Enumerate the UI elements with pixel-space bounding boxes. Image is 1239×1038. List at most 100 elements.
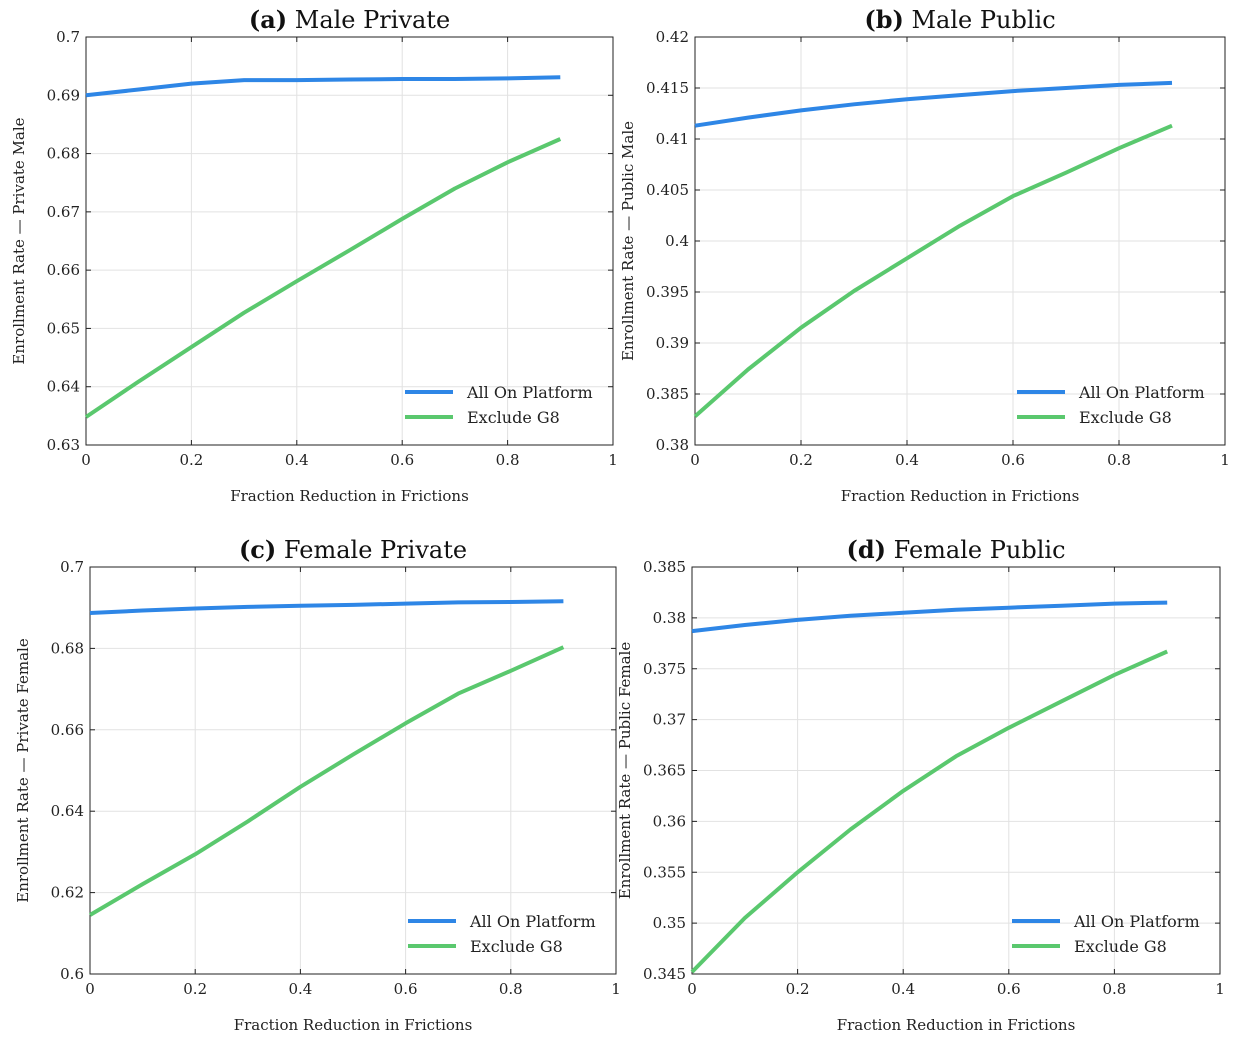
y-tick-label: 0.375 bbox=[643, 660, 686, 678]
y-axis-label: Enrollment Rate — Private Male bbox=[10, 117, 28, 364]
x-tick-label: 0.6 bbox=[390, 451, 414, 469]
chart-panel-2: 0 0.2 0.4 0.6 0.8 1 0.6 0.62 0.64 0.66 0.68 0.7 (c) … bbox=[14, 535, 621, 1034]
x-tick-label: 0.4 bbox=[285, 451, 309, 469]
y-tick-label: 0.41 bbox=[656, 130, 689, 148]
y-tick-label: 0.38 bbox=[656, 436, 689, 454]
legend-label: All On Platform bbox=[1078, 383, 1205, 402]
y-tick-label: 0.6 bbox=[60, 965, 84, 983]
y-tick-label: 0.66 bbox=[51, 721, 84, 739]
y-tick-label: 0.4 bbox=[665, 232, 689, 250]
x-tick-label: 0.6 bbox=[394, 980, 418, 998]
x-tick-label: 0.4 bbox=[288, 980, 312, 998]
x-tick-label: 0.8 bbox=[499, 980, 523, 998]
x-tick-label: 0.4 bbox=[895, 451, 919, 469]
y-tick-label: 0.64 bbox=[47, 378, 80, 396]
chart-title-tag: (c) bbox=[239, 535, 276, 564]
chart-title-gap bbox=[287, 6, 295, 34]
x-tick-label: 0.2 bbox=[183, 980, 207, 998]
chart-title-gap bbox=[276, 536, 284, 564]
series-line-all-on-platform bbox=[89, 599, 564, 615]
y-tick-label: 0.385 bbox=[646, 385, 689, 403]
plot-frame bbox=[694, 36, 1226, 446]
chart-title-gap bbox=[886, 536, 894, 564]
series-line-all-on-platform bbox=[85, 75, 561, 98]
legend-label: All On Platform bbox=[1073, 912, 1200, 931]
y-tick-label: 0.395 bbox=[646, 283, 689, 301]
x-tick-label: 0.2 bbox=[786, 980, 810, 998]
chart-panel-1: 0 0.2 0.4 0.6 0.8 1 0.38 0.385 0.39 0.395 0.4 0.405… bbox=[619, 5, 1230, 505]
y-tick-label: 0.39 bbox=[656, 334, 689, 352]
chart-title-text: Male Private bbox=[295, 6, 450, 34]
chart-panel-0: 0 0.2 0.4 0.6 0.8 1 0.63 0.64 0.65 0.66 0.67 0.68 0.… bbox=[10, 5, 618, 505]
x-tick-label: 1 bbox=[1220, 451, 1230, 469]
chart-title-tag: (b) bbox=[864, 5, 904, 34]
y-tick-label: 0.415 bbox=[646, 79, 689, 97]
series-line-all-on-platform bbox=[694, 80, 1173, 128]
y-axis-label: Enrollment Rate — Public Female bbox=[616, 642, 634, 900]
chart-title: (d) Female Public bbox=[846, 535, 1065, 564]
y-tick-label: 0.37 bbox=[653, 711, 686, 729]
y-tick-label: 0.64 bbox=[51, 802, 84, 820]
x-axis-label: Fraction Reduction in Frictions bbox=[841, 487, 1080, 505]
y-tick-label: 0.65 bbox=[47, 319, 80, 337]
series-line-exclude-g8 bbox=[84, 137, 562, 419]
x-tick-label: 0.8 bbox=[1107, 451, 1131, 469]
y-tick-label: 0.66 bbox=[47, 261, 80, 279]
series-line-exclude-g8 bbox=[693, 123, 1173, 418]
y-axis-label: Enrollment Rate — Private Female bbox=[14, 638, 32, 903]
y-tick-label: 0.35 bbox=[653, 914, 686, 932]
series-line-exclude-g8 bbox=[88, 645, 565, 917]
y-axis-label: Enrollment Rate — Public Male bbox=[619, 121, 637, 361]
y-tick-label: 0.38 bbox=[653, 609, 686, 627]
chart-panel-3: 0 0.2 0.4 0.6 0.8 1 0.345 0.35 0.355 0.36 0.365 0.3… bbox=[616, 535, 1225, 1034]
x-tick-label: 0 bbox=[85, 980, 95, 998]
y-tick-label: 0.67 bbox=[47, 203, 80, 221]
chart-title-gap bbox=[904, 6, 912, 34]
chart-title-text: Male Public bbox=[911, 6, 1055, 34]
chart-title-tag: (d) bbox=[846, 535, 886, 564]
x-axis-label: Fraction Reduction in Frictions bbox=[230, 487, 469, 505]
series-line-all-on-platform bbox=[691, 600, 1168, 634]
legend: All On Platform Exclude G8 bbox=[408, 912, 596, 956]
chart-title-text: Female Private bbox=[284, 536, 467, 564]
x-tick-label: 0.4 bbox=[891, 980, 915, 998]
x-tick-label: 1 bbox=[1215, 980, 1225, 998]
plot-area bbox=[86, 37, 613, 445]
x-tick-label: 0.2 bbox=[179, 451, 203, 469]
chart-title: (a) Male Private bbox=[249, 5, 450, 34]
x-tick-label: 0.8 bbox=[1102, 980, 1126, 998]
legend: All On Platform Exclude G8 bbox=[1012, 912, 1200, 956]
plot-frame bbox=[85, 36, 614, 446]
x-tick-label: 1 bbox=[608, 451, 618, 469]
x-axis-label: Fraction Reduction in Frictions bbox=[837, 1016, 1076, 1034]
plot-frame bbox=[89, 566, 617, 975]
legend-label: All On Platform bbox=[466, 383, 593, 402]
legend: All On Platform Exclude G8 bbox=[1017, 383, 1205, 427]
y-tick-label: 0.42 bbox=[656, 28, 689, 46]
legend-label: Exclude G8 bbox=[1079, 408, 1172, 427]
y-tick-label: 0.405 bbox=[646, 181, 689, 199]
chart-title: (c) Female Private bbox=[239, 535, 467, 564]
x-tick-label: 0.2 bbox=[789, 451, 813, 469]
x-tick-label: 0.6 bbox=[997, 980, 1021, 998]
plot-frame bbox=[691, 566, 1221, 975]
y-tick-label: 0.63 bbox=[47, 436, 80, 454]
y-tick-label: 0.7 bbox=[56, 28, 80, 46]
chart-title-tag: (a) bbox=[249, 5, 287, 34]
y-tick-label: 0.365 bbox=[643, 762, 686, 780]
x-tick-label: 0 bbox=[81, 451, 91, 469]
y-tick-label: 0.68 bbox=[51, 639, 84, 657]
legend: All On Platform Exclude G8 bbox=[405, 383, 593, 427]
legend-label: Exclude G8 bbox=[467, 408, 560, 427]
chart-title: (b) Male Public bbox=[864, 5, 1055, 34]
x-tick-label: 0 bbox=[687, 980, 697, 998]
y-tick-label: 0.7 bbox=[60, 558, 84, 576]
legend-label: Exclude G8 bbox=[470, 937, 563, 956]
x-axis-label: Fraction Reduction in Frictions bbox=[234, 1016, 473, 1034]
legend-label: Exclude G8 bbox=[1074, 937, 1167, 956]
y-tick-label: 0.345 bbox=[643, 965, 686, 983]
y-tick-label: 0.68 bbox=[47, 145, 80, 163]
x-tick-label: 0 bbox=[690, 451, 700, 469]
series-line-exclude-g8 bbox=[690, 649, 1169, 974]
